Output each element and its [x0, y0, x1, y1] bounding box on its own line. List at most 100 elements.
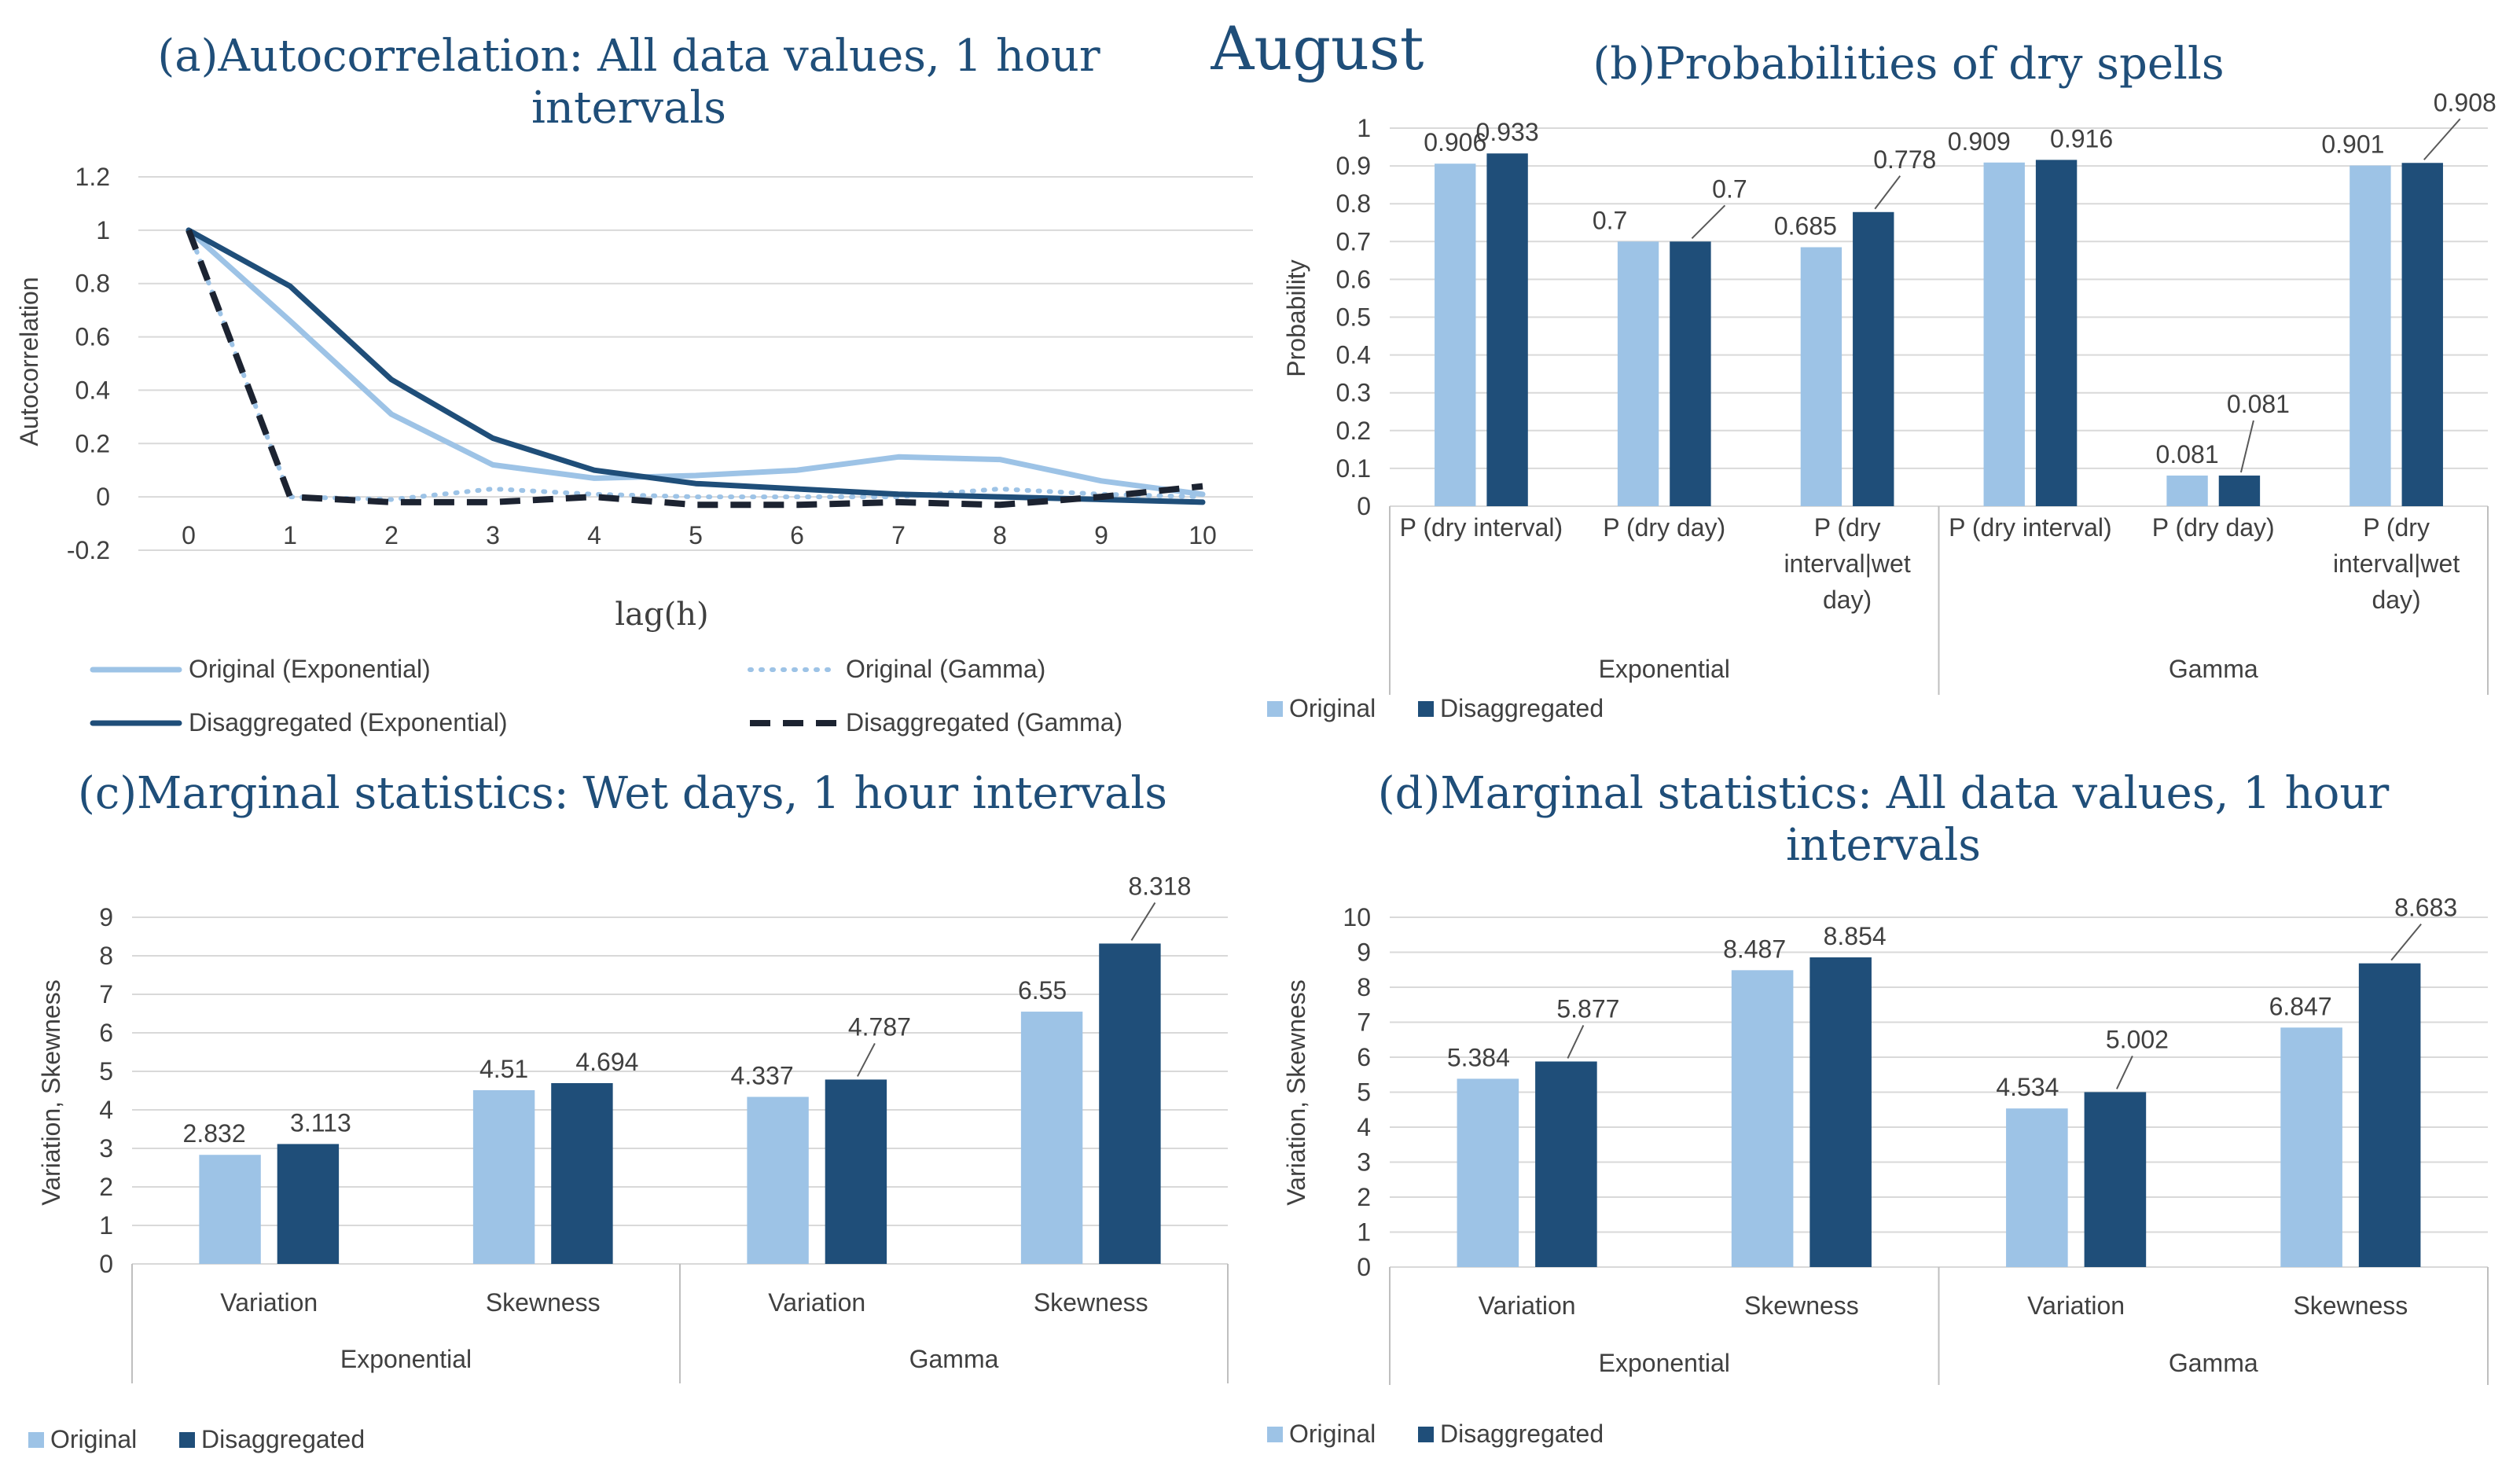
data-label-leader	[2423, 118, 2461, 160]
legend-entry: Original	[50, 1425, 137, 1453]
category-label: Skewness	[486, 1288, 601, 1317]
bar	[2280, 1027, 2342, 1267]
y-tick-label: 3	[99, 1134, 113, 1163]
y-tick-label: 2	[99, 1173, 113, 1201]
data-label: 8.854	[1824, 922, 1887, 950]
x-tick-label: 4	[587, 521, 601, 549]
data-label: 8.487	[1723, 935, 1786, 963]
y-tick-label: 0.1	[1336, 454, 1371, 483]
category-label: Variation	[220, 1288, 318, 1317]
legend-entry: Original	[1289, 694, 1376, 722]
y-tick-label: 0	[1357, 1253, 1371, 1281]
x-tick-label: 3	[486, 521, 500, 549]
data-label: 4.787	[848, 1012, 911, 1041]
category-label: Variation	[1479, 1291, 1576, 1320]
data-label: 6.55	[1018, 976, 1067, 1005]
legend-entry: Disaggregated	[201, 1425, 365, 1453]
y-tick-label: 10	[1343, 903, 1371, 931]
data-label: 0.081	[2156, 440, 2219, 468]
y-tick-label: 0.9	[1336, 152, 1371, 180]
data-label: 5.877	[1556, 994, 1619, 1023]
y-tick-label: 7	[1357, 1008, 1371, 1037]
group-label: Exponential	[1599, 655, 1730, 683]
y-tick-label: 1	[1357, 1218, 1371, 1247]
bar	[472, 1090, 535, 1264]
chart-title-line: (c)Marginal statistics: Wet days, 1 hour…	[78, 768, 1167, 819]
data-label-leader	[2390, 923, 2422, 961]
y-tick-label: 0	[1357, 492, 1371, 520]
legend-entry: Disaggregated	[1440, 1420, 1604, 1448]
series-line	[186, 227, 1205, 502]
category-label: P (dry	[2363, 513, 2430, 542]
y-tick-label: 1.2	[75, 163, 110, 191]
bar	[2350, 165, 2391, 506]
bar	[1486, 153, 1528, 507]
series-line	[186, 227, 1206, 505]
data-label: 0.081	[2227, 390, 2290, 418]
y-tick-label: 5	[99, 1057, 113, 1085]
category-label: Variation	[2027, 1291, 2125, 1320]
chart-title-text: Autocorrelation: All data values, 1 hour	[217, 31, 1100, 82]
y-tick-label: 1	[1357, 114, 1371, 142]
x-tick-label: 7	[891, 521, 906, 549]
bar	[2006, 1108, 2068, 1267]
group-label: Gamma	[909, 1345, 999, 1373]
data-label: 0.916	[2050, 124, 2113, 152]
x-tick-label: 1	[283, 521, 297, 549]
panel-label: (d)	[1378, 768, 1441, 819]
panel-b-dry-spell-probability-chart: (b)Probabilities of dry spells 0 0.1 0.2 0.3…	[1267, 39, 2496, 722]
bar	[199, 1155, 261, 1264]
data-label-leader	[1691, 204, 1726, 240]
series-line	[186, 229, 1203, 509]
category-label: P (dry interval)	[1949, 513, 2111, 542]
bar	[825, 1079, 887, 1264]
bar	[1853, 211, 1894, 506]
data-label: 4.534	[1996, 1073, 2059, 1101]
y-axis-title: Autocorrelation	[15, 277, 43, 446]
x-tick-label: 9	[1094, 521, 1108, 549]
category-label: Skewness	[1744, 1291, 1859, 1320]
bar	[2218, 476, 2261, 506]
legend-entry: Disaggregated	[1440, 694, 1604, 722]
bar	[1617, 241, 1659, 506]
x-tick-label: 8	[993, 521, 1007, 549]
y-tick-label: 0.4	[1336, 341, 1371, 369]
category-label: P (dry interval)	[1400, 513, 1563, 542]
y-tick-label: 1	[96, 216, 110, 244]
category-label: P (dry	[1814, 513, 1881, 542]
panel-label: (c)	[78, 768, 137, 819]
y-tick-label: -0.2	[67, 536, 110, 564]
bar	[1731, 970, 1794, 1267]
category-label: P (dry day)	[1603, 513, 1725, 542]
chart-title-line: intervals	[1786, 820, 1981, 871]
panel-label: (a)	[157, 31, 218, 82]
bar	[2166, 476, 2208, 506]
y-tick-label: 0.2	[75, 429, 110, 457]
y-tick-label: 4	[99, 1096, 113, 1124]
chart-title-line: (a)Autocorrelation: All data values, 1 h…	[157, 31, 1100, 82]
y-tick-label: 0.4	[75, 376, 110, 404]
bar	[2035, 160, 2078, 507]
y-tick-label: 0.8	[75, 270, 110, 298]
y-axis-title: Variation, Skewness	[37, 979, 65, 1206]
bar	[1535, 1061, 1597, 1267]
bar	[747, 1096, 809, 1264]
bar	[2084, 1092, 2147, 1267]
x-tick-label: 6	[790, 521, 804, 549]
panel-c-wet-days-marginal-chart: (c)Marginal statistics: Wet days, 1 hour…	[28, 768, 1229, 1453]
y-tick-label: 2	[1357, 1183, 1371, 1211]
data-label-leader	[1874, 175, 1901, 210]
bar	[1800, 247, 1842, 506]
y-tick-label: 5	[1357, 1078, 1371, 1107]
data-label: 4.694	[575, 1048, 638, 1076]
data-label: 8.318	[1128, 872, 1191, 900]
y-tick-label: 3	[1357, 1148, 1371, 1177]
data-label: 4.337	[731, 1061, 794, 1089]
legend-swatch-original	[28, 1432, 44, 1448]
group-label: Exponential	[340, 1345, 472, 1373]
data-label-leader	[1567, 1025, 1585, 1059]
legend-swatch-disaggregated	[1418, 1427, 1434, 1442]
category-label: Skewness	[1034, 1288, 1148, 1317]
data-label: 2.832	[183, 1119, 246, 1148]
